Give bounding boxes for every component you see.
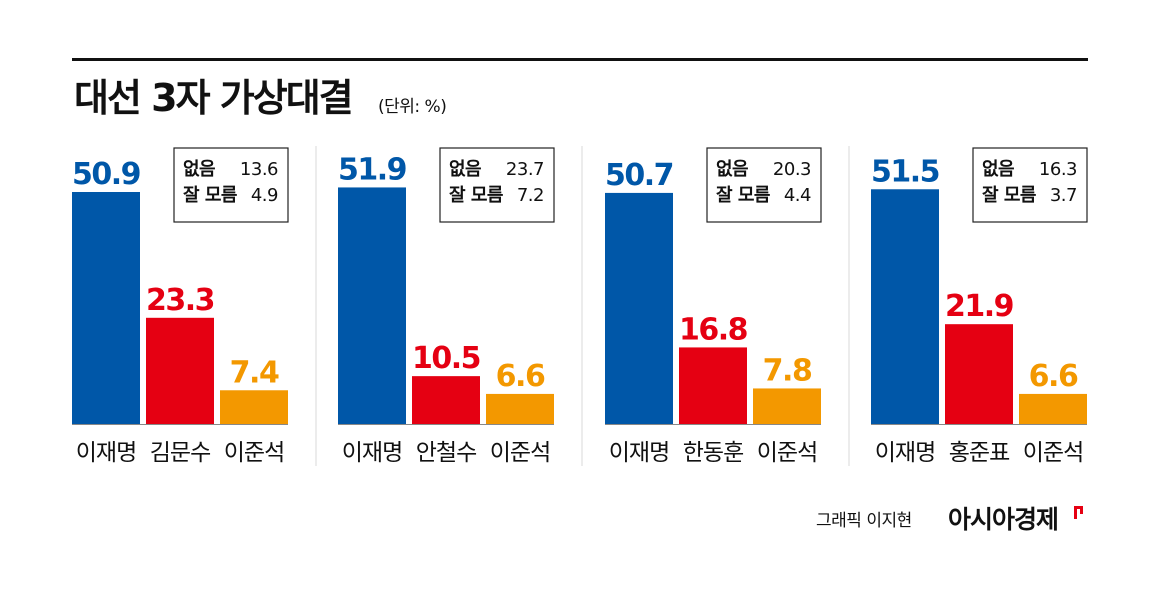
- legend-box: [706, 147, 822, 223]
- category-label: 이준석: [757, 440, 817, 466]
- bar-value-label: 51.5: [871, 154, 939, 189]
- category-label: 김문수: [150, 440, 210, 466]
- category-label: 이준석: [224, 440, 284, 466]
- bar-value-label: 50.9: [72, 157, 140, 192]
- legend-box: [972, 147, 1088, 223]
- category-label: 한동훈: [683, 440, 743, 466]
- category-label: 이재명: [875, 440, 935, 466]
- legend-box: [439, 147, 555, 223]
- legend-value: 7.2: [517, 185, 544, 206]
- bar-value-label: 7.8: [763, 353, 812, 388]
- legend-value: 13.6: [240, 159, 278, 180]
- bar: [486, 393, 554, 424]
- credit: 그래픽 이지현 아시아경제: [816, 500, 1088, 540]
- category-label: 안철수: [416, 440, 476, 466]
- category-label: 이재명: [342, 440, 402, 466]
- bar: [220, 390, 288, 424]
- graphic-credit: 그래픽 이지현: [816, 511, 912, 531]
- bar: [679, 347, 747, 424]
- legend-label: 잘 모름: [183, 185, 237, 206]
- bar-value-label: 7.4: [230, 355, 279, 390]
- legend-label: 없음: [183, 159, 215, 180]
- legend-value: 16.3: [1039, 159, 1077, 180]
- bar: [871, 189, 939, 424]
- category-label: 홍준표: [949, 440, 1009, 466]
- bar-value-label: 16.8: [679, 312, 748, 347]
- category-label: 이재명: [76, 440, 136, 466]
- category-label: 이재명: [609, 440, 669, 466]
- bar: [146, 317, 214, 424]
- bar: [753, 388, 821, 424]
- bar-value-label: 51.9: [338, 152, 406, 187]
- bar-value-label: 21.9: [945, 289, 1013, 324]
- chart-title: 대선 3자 가상대결: [74, 76, 354, 120]
- unit-label: (단위: %): [378, 97, 447, 117]
- bar: [945, 324, 1013, 424]
- legend-value: 4.4: [784, 185, 811, 206]
- legend-value: 20.3: [773, 159, 811, 180]
- bar-value-label: 6.6: [1029, 359, 1078, 394]
- legend-label: 잘 모름: [716, 185, 770, 206]
- bar-value-label: 50.7: [605, 158, 673, 193]
- legend-box: [173, 147, 289, 223]
- bar-value-label: 6.6: [496, 359, 545, 394]
- legend-label: 잘 모름: [982, 185, 1036, 206]
- category-label: 이준석: [1023, 440, 1083, 466]
- legend-label: 없음: [449, 159, 481, 180]
- legend-label: 없음: [716, 159, 748, 180]
- bar: [605, 192, 673, 424]
- bar: [338, 187, 406, 424]
- legend-value: 3.7: [1050, 185, 1077, 206]
- bar-value-label: 23.3: [146, 283, 214, 318]
- legend-label: 잘 모름: [449, 185, 503, 206]
- legend-value: 23.7: [506, 159, 544, 180]
- bar: [412, 376, 480, 424]
- bar-value-label: 10.5: [412, 341, 480, 376]
- brand-mark-icon: [1074, 506, 1083, 519]
- bar: [1019, 393, 1087, 424]
- legend-label: 없음: [982, 159, 1014, 180]
- bar: [72, 192, 140, 424]
- category-label: 이준석: [490, 440, 550, 466]
- brand-logo-text: 아시아경제: [948, 505, 1059, 534]
- legend-value: 4.9: [251, 185, 278, 206]
- top-rule: [72, 58, 1088, 61]
